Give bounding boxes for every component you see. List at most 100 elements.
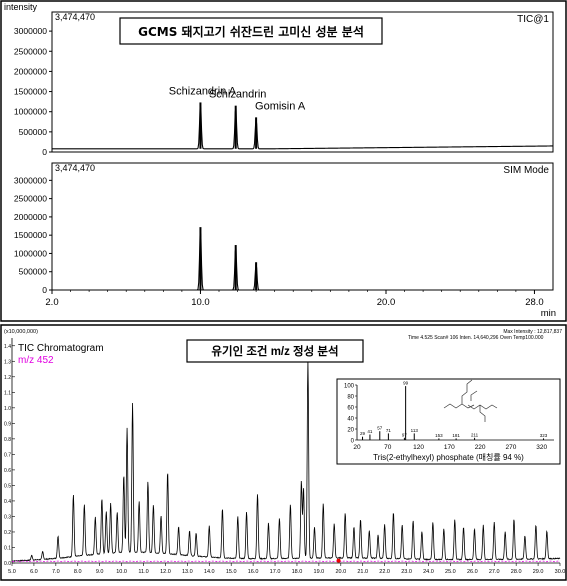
- inset-y-tick-label: 80: [347, 395, 354, 401]
- bottom-chromatogram-panel: (x10,000,000) Time 4.525 Scan# 106 Inten.…: [0, 324, 567, 581]
- y-tick-label: 1000000: [14, 248, 47, 258]
- y-tick-label: 1.1: [4, 390, 11, 396]
- top-chromatogram-panel: intensity 3,474,470 TIC@1 0 500000 1000000 15…: [0, 0, 567, 322]
- x-tick-label: 9.0: [96, 569, 104, 575]
- inset-bar-label: 57: [377, 426, 383, 431]
- inset-frame: [336, 378, 561, 465]
- inset-x-tick-label: 120: [413, 444, 424, 451]
- y-axis-label: intensity: [4, 2, 38, 12]
- tic-trace: [11, 359, 561, 562]
- x-tick-label: 20.0: [377, 297, 396, 308]
- x-tick-label: 29.0: [533, 569, 544, 575]
- x-tick-label: 11.0: [138, 569, 148, 575]
- y-tick-label: 0.8: [4, 437, 11, 443]
- y-tick-label: 500000: [19, 267, 48, 277]
- inset-x-tick-label: 270: [505, 444, 516, 451]
- corner-label: SIM Mode: [503, 165, 549, 176]
- y-tick-label: 0.7: [4, 452, 11, 458]
- mz452-marker: [336, 558, 341, 563]
- x-tick-label: 10.0: [116, 569, 127, 575]
- y-tick-label: 1500000: [14, 87, 47, 97]
- y-tick-label: 0.9: [4, 421, 11, 427]
- inset-bar-label: 113: [411, 428, 419, 433]
- bottom-title-box: [186, 339, 364, 363]
- x-tick-label: 26.0: [467, 569, 478, 575]
- inset-y-tick-label: 20: [347, 428, 354, 434]
- x-tick-label: 10.0: [191, 297, 210, 308]
- x-tick-label: 6.0: [30, 569, 38, 575]
- top-chromatogram-svg: intensity 3,474,470 TIC@1 0 500000 1000000 15…: [0, 0, 567, 322]
- x-tick-label: 27.0: [489, 569, 500, 575]
- y-tick-label: 2000000: [14, 66, 47, 76]
- inset-bar-label: 181: [452, 433, 460, 438]
- max-intensity-label: Max Intensity : 12,817,837: [503, 329, 562, 335]
- x-tick-label: 25.0: [445, 569, 456, 575]
- x-tick-label: 16.0: [248, 569, 259, 575]
- y-tick-label: 1.3: [4, 359, 11, 365]
- y-tick-label: 1.2: [4, 375, 11, 381]
- x-tick-label: 5.0: [8, 569, 16, 575]
- peak-label: Schizandrin A: [169, 85, 237, 97]
- x-tick-label: 20.0: [335, 569, 346, 575]
- inset-x-tick-label: 220: [475, 444, 486, 451]
- trace-sim: [52, 230, 553, 291]
- x-unit-label: min: [541, 308, 556, 319]
- molecule-structure: [443, 379, 498, 422]
- top-title-box: [119, 17, 383, 45]
- peak-label: Gomisin A: [255, 100, 306, 112]
- y-tick-label: 0.3: [4, 514, 11, 520]
- max-intensity-label: 3,474,470: [55, 163, 95, 173]
- y-tick-label: 2500000: [14, 194, 47, 204]
- inset-y-tick-label: 40: [347, 417, 354, 423]
- y-tick-label: 0.0: [4, 561, 11, 567]
- legend-mz452: m/z 452: [18, 355, 54, 366]
- inset-bar-label: 211: [471, 432, 479, 437]
- y-tick-label: 1.4: [4, 344, 11, 350]
- inset-y-tick-label: 60: [347, 406, 354, 412]
- y-tick-label: 2500000: [14, 46, 47, 56]
- y-tick-label: 1000000: [14, 107, 47, 117]
- inset-bar-label: 41: [367, 429, 373, 434]
- y-tick-label: 3000000: [14, 26, 47, 36]
- y-tick-label: 0.1: [4, 545, 11, 551]
- top-panel-frame: [0, 0, 567, 322]
- trace-tic: [52, 105, 553, 150]
- max-intensity-label: 3,474,470: [55, 12, 95, 22]
- inset-bar-label: 153: [435, 433, 443, 438]
- inset-y-tick-label: 0: [351, 439, 355, 445]
- y-scale-multiplier: (x10,000,000): [4, 329, 38, 335]
- scan-info-line: Time 4.525 Scan# 106 Inten. 14,640,296 O…: [408, 335, 544, 341]
- x-tick-label: 13.0: [182, 569, 193, 575]
- inset-bar-label: 323: [540, 433, 548, 438]
- corner-label: TIC@1: [517, 14, 549, 25]
- x-tick-label: 24.0: [423, 569, 434, 575]
- top-chart-title: GCMS 돼지고기 쉬잔드린 고미신 성분 분석: [138, 24, 364, 39]
- inset-y-tick-label: 100: [344, 384, 355, 390]
- bottom-chart-title: 유기인 조건 m/z 정성 분석: [211, 344, 338, 358]
- inset-bar-label: 97: [402, 432, 408, 437]
- x-tick-label: 22.0: [379, 569, 390, 575]
- inset-bar-label: 71: [386, 428, 392, 433]
- peak-label: Schizandrin: [209, 89, 266, 101]
- y-tick-label: 1500000: [14, 230, 47, 240]
- y-tick-label: 0.5: [4, 483, 11, 489]
- x-tick-label: 21.0: [357, 569, 368, 575]
- y-tick-label: 0.6: [4, 468, 11, 474]
- mz452-trace: [11, 560, 560, 563]
- inset-x-tick-label: 20: [353, 444, 361, 451]
- inset-x-tick-label: 70: [384, 444, 392, 451]
- bottom-chromatogram-svg: (x10,000,000) Time 4.525 Scan# 106 Inten.…: [0, 324, 567, 581]
- x-tick-label: 2.0: [45, 297, 58, 308]
- x-tick-label: 19.0: [314, 569, 325, 575]
- y-tick-label: 0.2: [4, 530, 11, 536]
- inset-x-tick-label: 170: [444, 444, 455, 451]
- inset-caption: Tris(2-ethylhexyl) phosphate (매칭률 94 %): [373, 453, 524, 462]
- legend-tic: TIC Chromatogram: [18, 343, 104, 354]
- x-tick-label: 30.0: [555, 569, 566, 575]
- x-tick-label: 15.0: [226, 569, 237, 575]
- x-tick-label: 23.0: [401, 569, 412, 575]
- y-tick-label: 0: [42, 147, 47, 157]
- y-tick-label: 1.0: [4, 406, 11, 412]
- x-tick-label: 17.0: [270, 569, 281, 575]
- y-tick-label: 500000: [19, 127, 48, 137]
